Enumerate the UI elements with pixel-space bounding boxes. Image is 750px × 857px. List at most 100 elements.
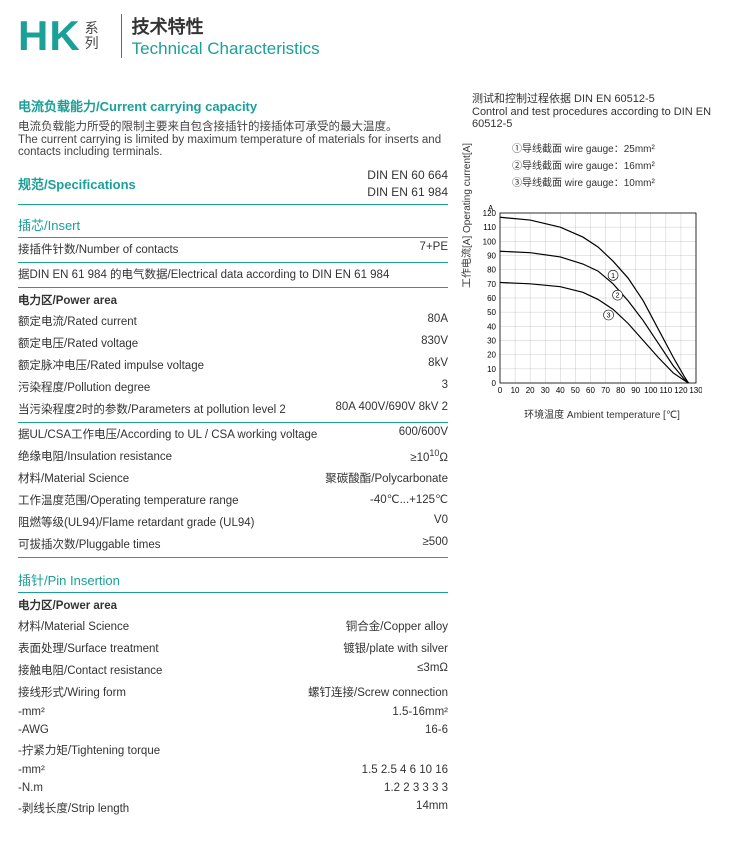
svg-text:80: 80 [616,386,625,395]
title-block: 技术特性 Technical Characteristics [132,13,320,59]
title-cn: 技术特性 [132,13,320,39]
pin-rows: 材料/Material Science 铜合金/Copper alloy 表面处理/… [18,615,448,819]
svg-text:30: 30 [541,386,550,395]
table-row: -N.m1.2 2 3 3 3 3 [18,779,448,797]
row-value: 16-6 [425,724,448,736]
row-label: 阻燃等级(UL94)/Flame retardant grade (UL94) [18,514,254,530]
svg-text:130: 130 [689,386,702,395]
svg-text:50: 50 [571,386,580,395]
row-value: ≥500 [423,536,449,552]
row-label: -剥线长度/Strip length [18,800,129,816]
table-row: 材料/Material Science 铜合金/Copper alloy [18,615,448,637]
row-label: 材料/Material Science [18,618,129,634]
header-divider [121,14,122,58]
section-desc-cn: 电流负载能力所受的限制主要来自包含接插针的接插体可承受的最大温度。 [18,118,448,134]
svg-text:40: 40 [487,322,496,331]
table-row: 当污染程度2时的参数/Parameters at pollution level… [18,398,448,420]
row-value: 8kV [428,357,448,373]
svg-text:50: 50 [487,308,496,317]
row-value: 镀银/plate with silver [343,640,448,656]
svg-text:110: 110 [659,386,672,395]
svg-text:0: 0 [492,379,497,388]
table-row: 可拔插次数/Pluggable times ≥500 [18,533,448,555]
svg-text:0: 0 [498,386,503,395]
chart-legend: ①导线截面 wire gauge：25mm² ②导线截面 wire gauge：… [472,140,732,189]
table-row: 材料/Material Science 聚碳酸酯/Polycarbonate [18,467,448,489]
insert-more-rows: 据UL/CSA工作电压/According to UL / CSA workin… [18,423,448,555]
svg-text:70: 70 [601,386,610,395]
specifications-values: DIN EN 60 664 DIN EN 61 984 [367,167,448,201]
page-header: HK 系 列 技术特性 Technical Characteristics [18,12,732,60]
row-value: 830V [421,335,448,351]
svg-text:1: 1 [611,273,615,280]
row-label: -mm² [18,764,45,776]
svg-text:80: 80 [487,266,496,275]
svg-text:20: 20 [526,386,535,395]
row-label: 额定电流/Rated current [18,313,137,329]
insert-power-rows: 额定电流/Rated current 80A 额定电压/Rated voltage 8… [18,310,448,420]
row-value: 聚碳酸酯/Polycarbonate [325,470,448,486]
svg-text:3: 3 [607,313,611,320]
row-value: 14mm [416,800,448,816]
table-row: 绝缘电阻/Insulation resistance ≥1010Ω [18,445,448,467]
row-value: 1.5 2.5 4 6 10 16 [362,764,448,776]
table-row: 接线形式/Wiring form 螺钉连接/Screw connection [18,681,448,703]
table-row: 据UL/CSA工作电压/According to UL / CSA workin… [18,423,448,445]
row-value: 3 [442,379,448,395]
section-desc-en: The current carrying is limited by maxim… [18,134,448,158]
row-label: 据UL/CSA工作电压/According to UL / CSA workin… [18,426,317,442]
row-value: -40℃...+125℃ [370,492,448,508]
svg-text:70: 70 [487,280,496,289]
legend-item: ①导线截面 wire gauge：25mm² [472,140,732,155]
svg-text:30: 30 [487,337,496,346]
row-label: 当污染程度2时的参数/Parameters at pollution level… [18,401,286,417]
row-value: 80A [428,313,448,329]
table-row: 额定电压/Rated voltage 830V [18,332,448,354]
row-label: 额定电压/Rated voltage [18,335,138,351]
svg-text:100: 100 [483,237,497,246]
chart-xlabel: 环境温度 Ambient temperature [℃] [472,406,732,421]
right-column: 测试和控制过程依据 DIN EN 60512-5 Control and tes… [472,90,732,819]
table-row: 表面处理/Surface treatment镀银/plate with silv… [18,637,448,659]
row-value: 铜合金/Copper alloy [346,618,448,634]
row-label: 接触电阻/Contact resistance [18,662,162,678]
table-row: 接插件针数/Number of contacts 7+PE [18,238,448,260]
table-row: -mm²1.5-16mm² [18,703,448,721]
table-row: 污染程度/Pollution degree 3 [18,376,448,398]
row-label: 可拔插次数/Pluggable times [18,536,161,552]
row-value: 螺钉连接/Screw connection [308,684,448,700]
section-current-title: 电流负载能力/Current carrying capacity [18,96,448,115]
row-label: 绝缘电阻/Insulation resistance [18,448,172,464]
row-value: 80A 400V/690V 8kV 2 [335,401,448,417]
power-area-label: 电力区/Power area [18,288,448,310]
pin-heading: 插针/Pin Insertion [18,566,448,593]
insert-heading: 插芯/Insert [18,211,448,238]
table-row: 接触电阻/Contact resistance≤3mΩ [18,659,448,681]
table-row: 阻燃等级(UL94)/Flame retardant grade (UL94)V… [18,511,448,533]
svg-text:100: 100 [644,386,658,395]
table-row: 据DIN EN 61 984 的电气数据/Electrical data acc… [18,263,448,285]
row-value: ≥1010Ω [410,448,448,464]
row-value: 1.5-16mm² [392,706,448,718]
row-label: 材料/Material Science [18,470,129,486]
row-label: 工作温度范围/Operating temperature range [18,492,239,508]
svg-text:40: 40 [556,386,565,395]
chart-ylabel: 工作电流[A] Operating current[A] [458,143,473,288]
svg-text:20: 20 [487,351,496,360]
table-row: 额定电流/Rated current 80A [18,310,448,332]
right-desc: 测试和控制过程依据 DIN EN 60512-5 Control and tes… [472,90,732,130]
specifications-label: 规范/Specifications [18,174,136,193]
legend-item: ③导线截面 wire gauge：10mm² [472,174,732,189]
row-label: 污染程度/Pollution degree [18,379,150,395]
divider [18,557,448,558]
row-value: 1.2 2 3 3 3 3 [384,782,448,794]
row-value: 600/600V [399,426,448,442]
logo-text: HK [18,12,81,60]
svg-text:10: 10 [487,365,496,374]
table-row: -剥线长度/Strip length 14mm [18,797,448,819]
svg-text:90: 90 [487,252,496,261]
svg-text:60: 60 [487,294,496,303]
svg-text:90: 90 [631,386,640,395]
row-label: 接线形式/Wiring form [18,684,126,700]
svg-text:120: 120 [483,209,497,218]
